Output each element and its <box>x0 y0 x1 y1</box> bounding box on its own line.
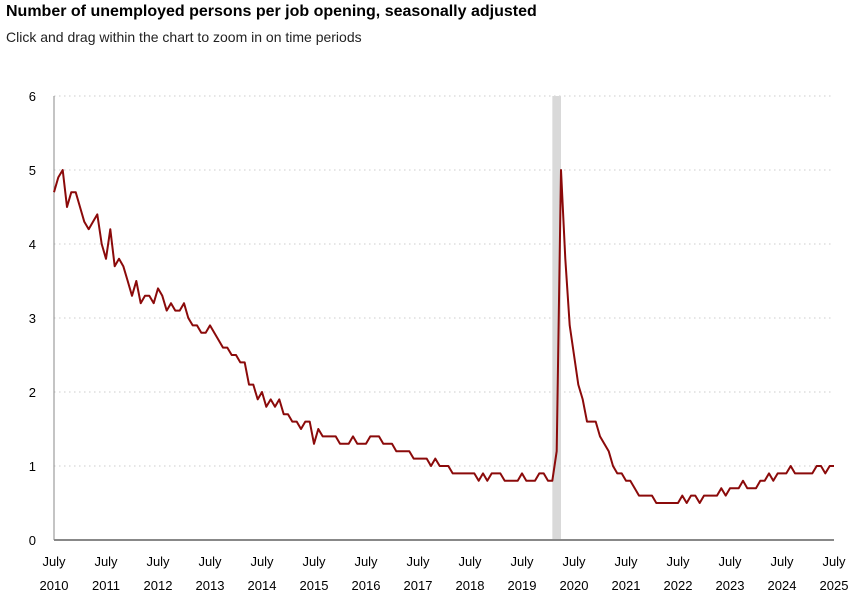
x-tick-year-label: 2015 <box>300 578 329 593</box>
x-tick-year-label: 2021 <box>612 578 641 593</box>
x-tick-month-label: July <box>770 554 794 569</box>
gridlines <box>54 95 834 467</box>
series-line[interactable] <box>53 169 834 504</box>
y-tick-label: 6 <box>29 89 36 104</box>
x-tick-year-label: 2025 <box>820 578 849 593</box>
x-tick-month-label: July <box>510 554 534 569</box>
x-tick-year-label: 2020 <box>560 578 589 593</box>
x-tick-month-label: July <box>198 554 222 569</box>
y-tick-label: 3 <box>29 311 36 326</box>
recession-band-layer <box>552 96 561 540</box>
x-tick-year-label: 2017 <box>404 578 433 593</box>
x-tick-month-label: July <box>614 554 638 569</box>
y-tick-label: 1 <box>29 459 36 474</box>
chart-title: Number of unemployed persons per job ope… <box>6 3 537 20</box>
x-tick-year-label: 2022 <box>664 578 693 593</box>
x-tick-year-label: 2013 <box>196 578 225 593</box>
y-tick-label: 5 <box>29 163 36 178</box>
x-tick-year-label: 2010 <box>40 578 69 593</box>
x-tick-year-label: 2016 <box>352 578 381 593</box>
series-layer[interactable] <box>53 169 834 504</box>
axes <box>53 96 834 541</box>
x-tick-year-label: 2018 <box>456 578 485 593</box>
y-tick-label: 2 <box>29 385 36 400</box>
x-tick-month-label: July <box>406 554 430 569</box>
x-tick-month-label: July <box>458 554 482 569</box>
x-tick-year-label: 2024 <box>768 578 797 593</box>
x-tick-month-label: July <box>146 554 170 569</box>
x-tick-month-label: July <box>94 554 118 569</box>
x-tick-month-label: July <box>354 554 378 569</box>
x-tick-month-label: July <box>250 554 274 569</box>
x-tick-month-label: July <box>42 554 66 569</box>
x-tick-month-label: July <box>718 554 742 569</box>
y-tick-label: 4 <box>29 237 36 252</box>
recession-band <box>552 96 561 540</box>
x-tick-month-label: July <box>666 554 690 569</box>
x-tick-year-label: 2014 <box>248 578 277 593</box>
x-tick-year-label: 2019 <box>508 578 537 593</box>
x-tick-month-label: July <box>562 554 586 569</box>
x-axis-ticks: July 2010 July 2011 July 2012 July 2013 July 2014… <box>40 554 849 593</box>
x-tick-month-label: July <box>302 554 326 569</box>
x-tick-year-label: 2023 <box>716 578 745 593</box>
y-axis-ticks: 0 1 2 3 4 5 6 <box>29 89 36 548</box>
x-tick-year-label: 2012 <box>144 578 173 593</box>
x-tick-year-label: 2011 <box>92 578 120 593</box>
y-tick-label: 0 <box>29 533 36 548</box>
x-tick-month-label: July <box>822 554 846 569</box>
chart-subtitle: Click and drag within the chart to zoom … <box>6 29 362 45</box>
